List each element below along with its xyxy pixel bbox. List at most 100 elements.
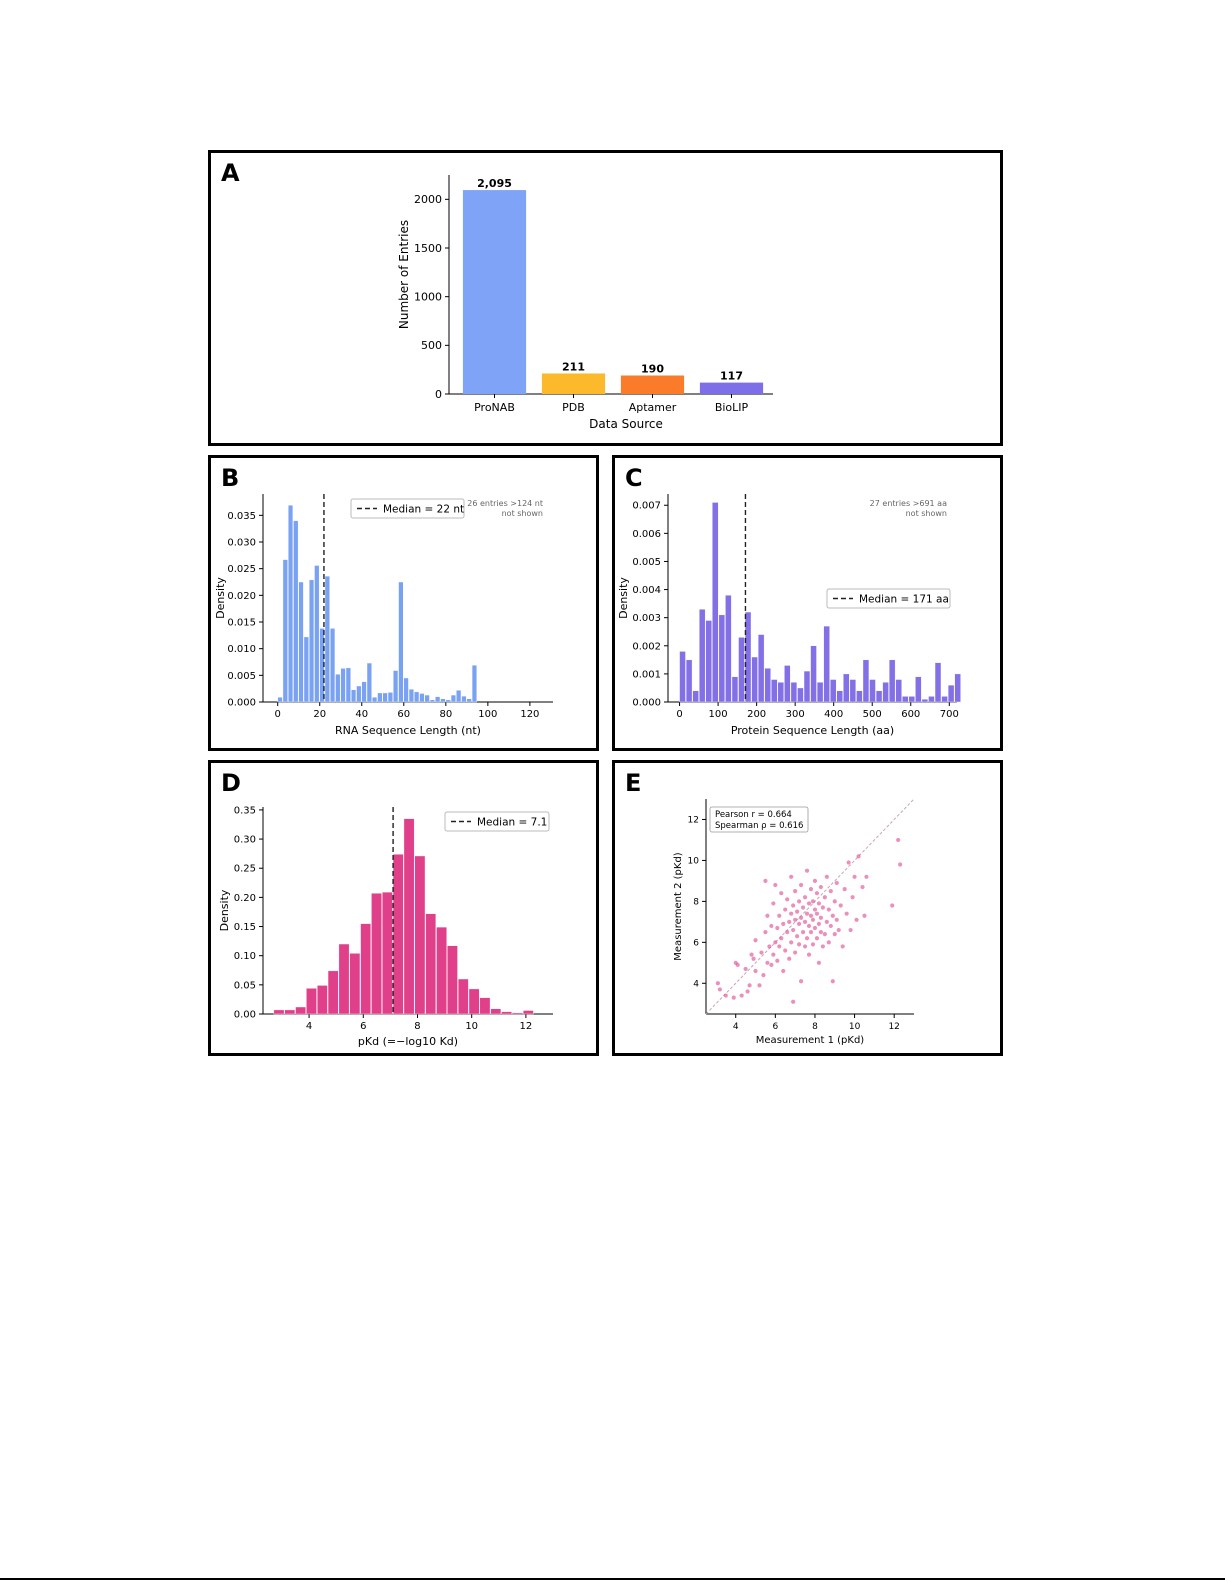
note-line-2: not shown xyxy=(906,509,947,518)
histogram-bar xyxy=(398,581,404,703)
y-tick-label: 4 xyxy=(693,979,699,989)
scatter-point xyxy=(795,909,800,914)
y-tick-label: 0.010 xyxy=(227,644,256,655)
x-tick-label: PDB xyxy=(562,401,585,414)
scatter-point xyxy=(820,905,825,910)
scatter-point xyxy=(804,936,810,941)
histogram-bar xyxy=(393,670,399,703)
histogram-bar xyxy=(282,559,288,703)
scatter-point xyxy=(802,895,808,900)
scatter-point xyxy=(890,903,895,908)
scatter-point xyxy=(783,948,788,953)
spearman-label: Spearman ρ = 0.616 xyxy=(715,821,803,831)
histogram-bar xyxy=(314,565,320,703)
scatter-point xyxy=(749,952,754,957)
x-axis-title: Protein Sequence Length (aa) xyxy=(731,724,894,737)
x-tick-label: 600 xyxy=(901,709,920,720)
scatter-point xyxy=(862,913,867,918)
y-tick-label: 1500 xyxy=(414,242,442,255)
histogram-bar xyxy=(293,520,299,703)
scatter-point xyxy=(830,979,835,984)
histogram-bar xyxy=(941,696,948,703)
scatter-point xyxy=(818,929,823,935)
histogram-bar xyxy=(340,668,346,703)
x-tick-label: 10 xyxy=(849,1022,861,1032)
y-tick-label: 12 xyxy=(688,816,699,826)
x-axis-title: pKd (=−log10 Kd) xyxy=(358,1035,458,1048)
x-tick-label: 6 xyxy=(772,1022,778,1032)
histogram-bar xyxy=(445,699,451,703)
legend-label: Median = 171 aa xyxy=(859,594,949,606)
x-tick-label: 100 xyxy=(478,709,497,720)
histogram-bar xyxy=(921,698,929,703)
panel-c-letter: C xyxy=(625,464,643,492)
histogram-bar xyxy=(501,1011,512,1015)
y-axis-title: Density xyxy=(214,577,227,619)
x-tick-label: 40 xyxy=(355,709,368,720)
histogram-bar xyxy=(349,953,361,1015)
scatter-point xyxy=(844,911,849,916)
scatter-point xyxy=(816,921,822,927)
scatter-point xyxy=(810,942,816,947)
scatter-point xyxy=(751,956,756,961)
x-tick-label: 80 xyxy=(439,709,452,720)
scatter-point xyxy=(818,915,823,920)
scatter-point xyxy=(824,919,829,924)
histogram-bar xyxy=(908,696,915,703)
histogram-bar xyxy=(450,694,456,703)
y-tick-label: 0.35 xyxy=(234,805,256,816)
histogram-bar xyxy=(425,913,437,1015)
y-tick-label: 0.006 xyxy=(632,529,661,540)
histogram-bar xyxy=(810,645,817,703)
x-tick-label: 8 xyxy=(414,1021,420,1032)
bar-pdb xyxy=(541,373,606,394)
scatter-point xyxy=(745,989,750,994)
scatter-point xyxy=(785,897,790,902)
histogram-bar xyxy=(436,926,447,1015)
scatter-point xyxy=(798,915,804,920)
scatter-point xyxy=(798,979,804,984)
scatter-point xyxy=(765,913,770,918)
histogram-bar xyxy=(777,682,784,703)
scatter-point xyxy=(775,958,780,963)
histogram-bar xyxy=(947,684,955,703)
bar-pronab xyxy=(462,190,527,394)
x-tick-label: 60 xyxy=(397,709,410,720)
scatter-point xyxy=(785,929,790,935)
x-tick-label: 500 xyxy=(863,709,882,720)
histogram-bar xyxy=(408,688,414,703)
scatter-point xyxy=(804,911,810,916)
histogram-bar xyxy=(447,945,458,1015)
x-tick-label: 4 xyxy=(306,1021,312,1032)
scatter-point xyxy=(797,921,802,927)
scatter-point xyxy=(842,886,847,892)
scatter-point xyxy=(743,966,748,972)
scatter-point xyxy=(822,895,827,900)
histogram-bar xyxy=(456,690,462,703)
histogram-bar xyxy=(895,679,902,703)
histogram-bar xyxy=(306,988,317,1015)
histogram-bar xyxy=(284,1009,296,1015)
page-bottom-rule xyxy=(0,1578,1225,1580)
histogram-bar xyxy=(471,664,477,703)
histogram-bar xyxy=(790,682,798,703)
x-tick-label: 200 xyxy=(747,709,766,720)
scatter-point xyxy=(779,936,784,941)
histogram-protein-length: 0.000 0.001 0.002 0.003 0.004 0.005 0.006 0.007… xyxy=(617,494,961,737)
histogram-bar xyxy=(298,581,304,703)
bar-chart-data-source: 0 500 1000 1500 2000 2,095 ProNAB 211 PDB 190 Apta… xyxy=(397,175,773,431)
scatter-point xyxy=(791,903,796,908)
histogram-bar xyxy=(490,1008,502,1015)
note-line-1: 27 entries >691 aa xyxy=(870,499,947,508)
histogram-bar xyxy=(303,636,309,703)
y-tick-label: 0.025 xyxy=(227,564,256,575)
scatter-point xyxy=(793,950,798,955)
y-tick-label: 0.005 xyxy=(227,671,256,682)
scatter-point xyxy=(715,981,720,986)
note-line-1: 26 entries >124 nt xyxy=(467,499,543,508)
scatter-point xyxy=(814,936,820,941)
y-tick-label: 0.005 xyxy=(632,557,661,568)
panel-e: E 4 6 8 10 12 4 6 8 10 12 Pearson r = 0.664 Spearma… xyxy=(612,760,1003,1056)
scatter-point xyxy=(777,944,782,949)
histogram-bar xyxy=(856,690,863,703)
